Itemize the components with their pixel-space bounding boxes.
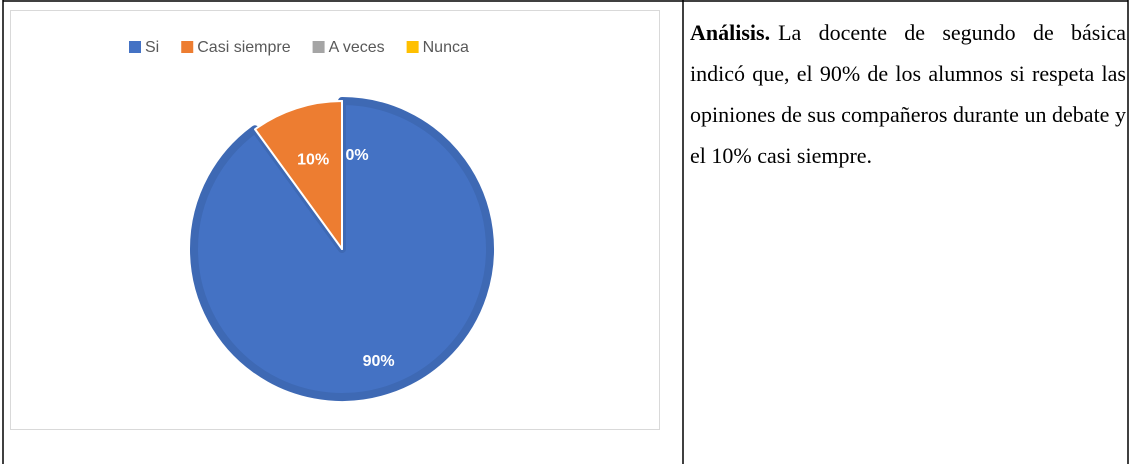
legend-swatch (406, 41, 419, 53)
chart: 90% 10% 0% Si Casi siempre A veces Nunca (129, 39, 494, 401)
legend-label: A veces (329, 39, 385, 56)
data-label: 0% (345, 147, 368, 164)
legend-label: Nunca (423, 39, 469, 56)
chart-frame: 90% 10% 0% Si Casi siempre A veces Nunca (10, 10, 660, 430)
legend-swatch (129, 41, 141, 53)
data-label: 90% (363, 353, 395, 370)
legend-swatch (181, 41, 194, 53)
data-label: 10% (297, 152, 329, 169)
legend-label: Casi siempre (197, 39, 290, 56)
analysis-body: La docente de segundo de básica indicó q… (690, 20, 1126, 168)
analysis: Análisis. La docente de segundo de básica… (690, 12, 1126, 176)
legend-label: Si (145, 39, 159, 56)
analysis-heading: Análisis. (690, 20, 771, 45)
pie-slice (254, 100, 343, 250)
legend-swatch (312, 41, 325, 53)
